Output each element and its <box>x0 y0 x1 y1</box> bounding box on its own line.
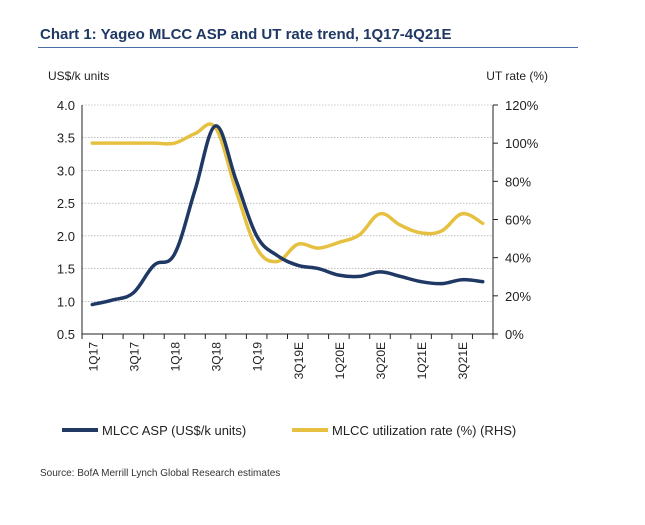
x-tick-label: 3Q20E <box>374 342 388 379</box>
left-tick-label: 4.0 <box>57 98 75 113</box>
x-tick-label: 1Q18 <box>168 342 182 372</box>
x-tick-label: 3Q19E <box>292 342 306 379</box>
series-lines <box>90 122 485 307</box>
x-tick-label: 3Q17 <box>127 342 141 372</box>
left-tick-label: 2.0 <box>57 229 75 244</box>
left-tick-label: 1.5 <box>57 262 75 277</box>
left-axis-ticks: 4.0 3.5 3.0 2.5 2.0 1.5 1.0 0.5 <box>57 98 75 342</box>
left-tick-label: 2.5 <box>57 196 75 211</box>
right-tick-label: 60% <box>505 213 531 228</box>
right-tick-label: 0% <box>505 327 524 342</box>
legend: MLCC ASP (US$/k units) MLCC utilization r… <box>62 423 516 438</box>
right-axis-label: UT rate (%) <box>486 69 548 83</box>
left-tick-label: 3.5 <box>57 131 75 146</box>
x-axis-ticks: 1Q17 3Q17 1Q18 3Q18 1Q19 3Q19E 1Q20E 3Q20E 1Q21E… <box>81 334 494 379</box>
left-tick-label: 3.0 <box>57 163 75 178</box>
series-line-ut-rate <box>90 122 485 264</box>
legend-label: MLCC ASP (US$/k units) <box>102 423 246 438</box>
title-divider <box>38 47 578 48</box>
left-tick-label: 0.5 <box>57 327 75 342</box>
x-tick-label: 1Q20E <box>333 342 347 379</box>
series-line-asp <box>90 124 485 307</box>
legend-label: MLCC utilization rate (%) (RHS) <box>332 423 516 438</box>
source-note: Source: BofA Merrill Lynch Global Resear… <box>40 468 281 479</box>
right-tick-label: 100% <box>505 136 539 151</box>
x-tick-label: 3Q18 <box>210 342 224 372</box>
right-tick-label: 20% <box>505 289 531 304</box>
left-tick-label: 1.0 <box>57 294 75 309</box>
x-tick-label: 1Q21E <box>415 342 429 379</box>
right-axis-ticks: 120% 100% 80% 60% 40% 20% 0% <box>493 98 539 342</box>
chart-title: Chart 1: Yageo MLCC ASP and UT rate tren… <box>40 26 452 43</box>
x-tick-label: 1Q17 <box>86 342 100 372</box>
line-chart: US$/k units UT rate (%) 4.0 3.5 3.0 2.5 2.0 1… <box>48 69 548 438</box>
right-tick-label: 120% <box>505 98 539 113</box>
gridlines <box>81 104 494 335</box>
x-tick-label: 3Q21E <box>456 342 470 379</box>
left-axis-label: US$/k units <box>48 69 109 83</box>
right-tick-label: 80% <box>505 174 531 189</box>
right-tick-label: 40% <box>505 251 531 266</box>
x-tick-label: 1Q19 <box>251 342 265 372</box>
